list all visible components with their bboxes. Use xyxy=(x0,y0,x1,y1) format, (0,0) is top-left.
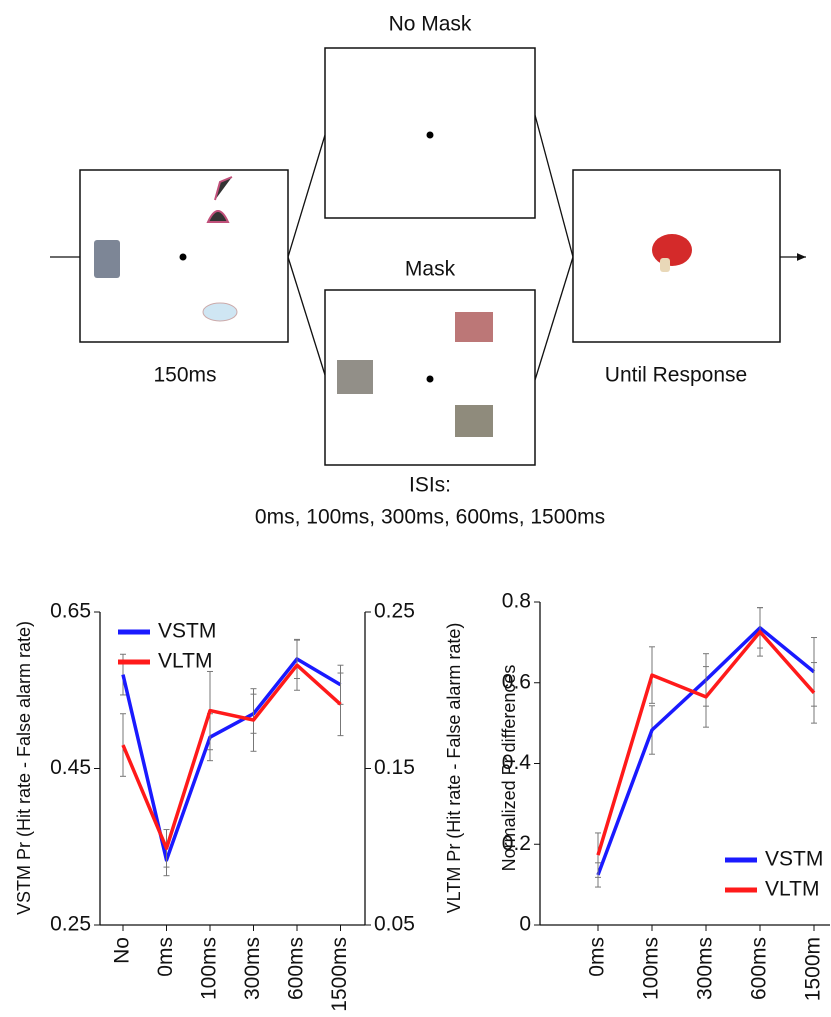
label: 150ms xyxy=(153,364,216,387)
y-tick-label: 0.6 xyxy=(502,670,531,693)
legend-label: VSTM xyxy=(158,620,216,643)
y2-axis-label: VLTM Pr (Hit rate - False alarm rate) xyxy=(444,623,464,914)
object-image xyxy=(94,240,120,278)
mask-image xyxy=(455,405,493,437)
mask-image xyxy=(337,360,373,394)
probe-image xyxy=(660,258,670,272)
legend-label: VLTM xyxy=(158,650,212,673)
series-line xyxy=(121,657,342,862)
fixation xyxy=(426,131,434,139)
y-axis-label: VSTM Pr (Hit rate - False alarm rate) xyxy=(14,621,34,915)
y-tick-label: 0.45 xyxy=(50,756,91,779)
x-tick-label: 300ms xyxy=(241,937,264,1000)
x-tick-label: No xyxy=(111,937,134,964)
label: ISIs: xyxy=(409,474,451,497)
x-tick-label: 100ms xyxy=(198,937,221,1000)
mask-image xyxy=(455,312,493,342)
connector xyxy=(534,256,574,381)
label: 0ms, 100ms, 300ms, 600ms, 1500ms xyxy=(255,506,605,529)
fixation xyxy=(426,375,434,383)
diagram: No Mask Mask 150ms Until Response ISIs: … xyxy=(50,13,806,529)
y-tick-label: 0.2 xyxy=(502,832,531,855)
y-tick-label: 0 xyxy=(519,913,531,936)
label: No Mask xyxy=(389,13,472,36)
connector xyxy=(287,134,326,258)
probe-image xyxy=(652,234,692,266)
fixation xyxy=(179,253,187,261)
object-image xyxy=(206,176,233,223)
legend-label: VSTM xyxy=(765,848,823,871)
y2-tick-label: 0.25 xyxy=(374,600,415,623)
x-tick-label: 0ms xyxy=(154,937,177,977)
connector xyxy=(287,256,326,376)
x-tick-label: 1500ms xyxy=(328,937,351,1012)
y2-tick-label: 0.15 xyxy=(374,756,415,779)
object-image xyxy=(202,302,238,322)
legend-label: VLTM xyxy=(765,878,819,901)
y-tick-label: 0.4 xyxy=(502,751,532,774)
connector xyxy=(534,114,574,258)
series-line xyxy=(121,663,342,851)
y-axis-label: Normalized Pr differences xyxy=(499,665,519,872)
x-tick-label: 300ms xyxy=(694,937,717,1000)
y-tick-label: 0.25 xyxy=(50,913,91,936)
x-tick-label: 1500m xyxy=(802,937,825,1001)
x-tick-label: 100ms xyxy=(640,937,663,1000)
label: Mask xyxy=(405,258,456,281)
x-tick-label: 0ms xyxy=(586,937,609,977)
series-line xyxy=(596,630,816,856)
label: Until Response xyxy=(605,364,747,387)
y-tick-label: 0.65 xyxy=(50,600,91,623)
y2-tick-label: 0.05 xyxy=(374,913,415,936)
x-tick-label: 600ms xyxy=(748,937,771,1000)
x-tick-label: 600ms xyxy=(285,937,308,1000)
y-tick-label: 0.8 xyxy=(502,590,531,613)
